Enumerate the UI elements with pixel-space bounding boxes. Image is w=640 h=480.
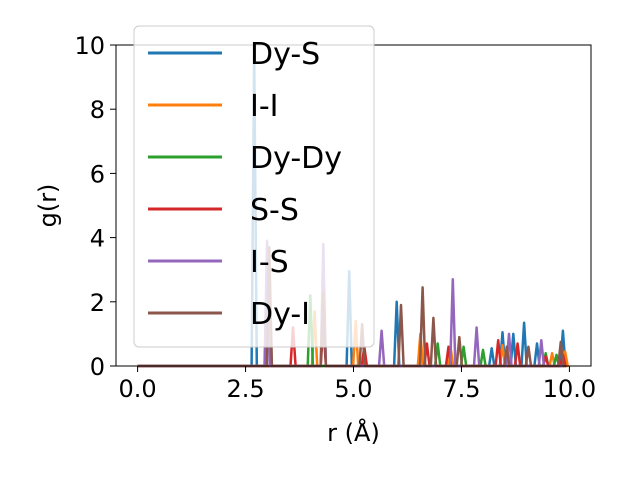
x-axis-label: r (Å): [327, 418, 380, 447]
x-tick-label: 0.0: [119, 375, 157, 403]
legend-label: S-S: [250, 193, 299, 228]
legend-label: I-I: [250, 89, 279, 124]
y-axis-label: g(r): [34, 184, 62, 228]
legend-label: Dy-I: [250, 297, 310, 332]
x-tick-label: 2.5: [226, 375, 264, 403]
legend-label: Dy-Dy: [250, 141, 342, 176]
y-tick-label: 6: [90, 160, 105, 188]
x-tick-label: 10.0: [543, 375, 596, 403]
ticks-layer: 0.0 2.5 5.0 7.5 10.0 0 2 4 6 8 10: [74, 32, 596, 403]
x-tick-label: 7.5: [442, 375, 480, 403]
legend: Dy-S I-I Dy-Dy S-S I-S Dy-I: [133, 25, 375, 348]
y-tick-label: 8: [90, 96, 105, 124]
y-tick-label: 2: [90, 289, 105, 317]
x-tick-label: 5.0: [334, 375, 372, 403]
legend-label: I-S: [250, 245, 289, 280]
y-tick-label: 10: [74, 32, 105, 60]
y-tick-label: 4: [90, 225, 105, 253]
legend-label: Dy-S: [250, 37, 320, 72]
y-tick-label: 0: [90, 353, 105, 381]
